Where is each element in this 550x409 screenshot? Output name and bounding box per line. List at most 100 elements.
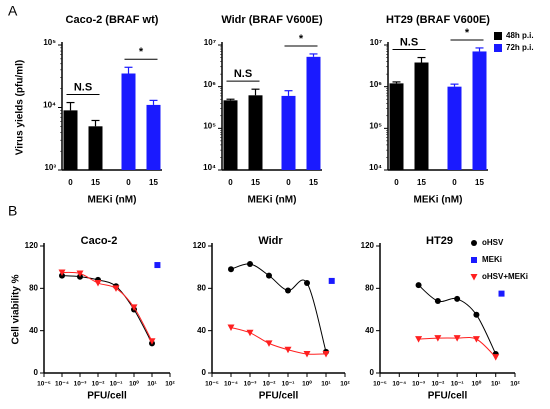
chart-title: Caco-2: [81, 235, 118, 247]
point: [266, 272, 272, 279]
y-tick-label: 80: [29, 283, 38, 292]
y-tick-label: 10⁵: [369, 121, 382, 130]
bar: [414, 62, 429, 170]
y-tick-label: 10⁵: [203, 121, 216, 130]
y-tick-label: 10⁷: [370, 38, 382, 47]
bar: [121, 73, 136, 170]
x-tick-label: 10¹: [147, 381, 156, 388]
bar: [88, 126, 103, 170]
point: [76, 270, 84, 278]
x-tick-label: 10⁻⁴: [55, 381, 69, 388]
x-tick-label: 10⁻⁴: [392, 381, 406, 388]
point: [247, 260, 253, 267]
y-axis-label: Cell viability %: [11, 274, 22, 344]
chart-title: Widr: [258, 235, 283, 247]
x-axis-label: MEKi (nM): [88, 195, 137, 206]
legend-swatch: [494, 32, 502, 40]
x-tick-label: 15: [149, 178, 158, 187]
legend-marker: [470, 274, 478, 281]
y-tick-label: 10⁴: [369, 163, 382, 172]
y-tick-label: 10⁴: [43, 101, 56, 110]
x-tick-label: 15: [91, 178, 100, 187]
x-tick-label: 10²: [165, 381, 175, 388]
fit-curve: [230, 327, 327, 355]
x-axis-label: PFU/cell: [87, 391, 127, 402]
y-tick-label: 40: [29, 326, 38, 335]
x-tick-label: 10⁰: [472, 380, 482, 388]
legend-marker: [471, 240, 477, 246]
x-tick-label: 10²: [340, 381, 350, 388]
point: [492, 354, 500, 361]
point: [246, 329, 254, 337]
bar: [146, 104, 161, 170]
y-tick-label: 0: [370, 368, 375, 377]
x-axis-label: MEKi (nM): [414, 195, 463, 206]
y-tick-label: 10³: [44, 163, 56, 172]
x-tick-label: 0: [286, 178, 291, 187]
y-tick-label: 80: [197, 283, 206, 292]
y-tick-label: 10⁵: [43, 38, 56, 47]
point: [130, 304, 138, 311]
legend-label: 48h p.i.: [506, 31, 534, 40]
point: [472, 336, 480, 343]
x-tick-label: 15: [309, 178, 318, 187]
x-tick-label: 15: [251, 178, 260, 187]
y-tick-label: 0: [34, 368, 39, 377]
annotation: *: [465, 27, 470, 39]
legend-label: oHSV+MEKi: [482, 272, 528, 281]
bar: [281, 95, 296, 170]
point: [265, 340, 273, 347]
annotation: *: [139, 46, 144, 58]
annotation: N.S: [234, 68, 252, 80]
x-tick-label: 10⁻³: [244, 381, 258, 388]
y-tick-label: 0: [202, 368, 207, 377]
x-tick-label: 10⁻³: [412, 381, 426, 388]
y-tick-label: 10⁶: [369, 80, 382, 89]
x-tick-label: 0: [394, 178, 399, 187]
annotation: N.S: [74, 81, 92, 93]
x-tick-label: 10⁻²: [92, 381, 106, 388]
fit-curve: [61, 275, 153, 344]
x-axis-label: PFU/cell: [259, 391, 299, 402]
x-tick-label: 10⁻²: [263, 381, 277, 388]
x-tick-label: 0: [126, 178, 131, 187]
panel-label: A: [8, 3, 18, 19]
y-tick-label: 120: [25, 241, 39, 250]
x-tick-label: 10⁻¹: [110, 381, 123, 388]
point: [498, 290, 505, 297]
fit-curve: [230, 263, 327, 352]
fit-curve: [418, 284, 497, 355]
x-tick-label: 10²: [510, 381, 520, 388]
x-tick-label: 15: [417, 178, 426, 187]
point: [94, 280, 102, 287]
chart-title: Caco-2 (BRAF wt): [66, 14, 159, 26]
legend-label: MEKi: [482, 255, 502, 264]
x-tick-label: 10⁻²: [431, 381, 445, 388]
point: [154, 262, 161, 269]
point: [434, 298, 441, 305]
point: [148, 338, 156, 345]
point: [454, 295, 461, 302]
x-tick-label: 10⁻¹: [282, 381, 295, 388]
x-tick-label: 10⁻⁵: [37, 381, 51, 388]
point: [434, 335, 442, 342]
bar: [472, 51, 487, 170]
y-tick-label: 10⁶: [203, 80, 216, 89]
y-axis-label: Virus yields (pfu/ml): [15, 60, 26, 155]
annotation: N.S: [400, 36, 418, 48]
y-tick-label: 120: [193, 241, 207, 250]
point: [415, 282, 422, 289]
x-tick-label: 10⁻¹: [451, 381, 464, 388]
point: [328, 277, 335, 284]
x-tick-label: 0: [68, 178, 73, 187]
y-tick-label: 10⁷: [204, 38, 216, 47]
chart-title: Widr (BRAF V600E): [221, 14, 323, 26]
bar: [248, 95, 263, 170]
x-axis-label: PFU/cell: [428, 391, 468, 402]
point: [227, 324, 235, 331]
point: [112, 285, 120, 292]
x-axis-label: MEKi (nM): [248, 195, 297, 206]
y-tick-label: 120: [361, 241, 375, 250]
x-tick-label: 10⁻⁵: [373, 381, 387, 388]
